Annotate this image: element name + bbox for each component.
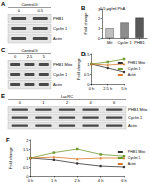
svg-text:4: 4	[89, 100, 92, 105]
svg-text:Cyclin 1: Cyclin 1	[128, 115, 143, 120]
svg-text:PHB1 Mito: PHB1 Mito	[128, 107, 148, 112]
svg-text:6: 6	[113, 100, 116, 105]
svg-text:Actin: Actin	[128, 73, 136, 77]
svg-text:Cyclin 1: Cyclin 1	[117, 40, 132, 45]
svg-text:Control-lt: Control-lt	[21, 2, 38, 7]
svg-text:0: 0	[26, 173, 29, 179]
svg-text:Fold change: Fold change	[8, 146, 13, 169]
svg-text:Mit: Mit	[107, 40, 113, 45]
svg-text:2.5: 2.5	[27, 54, 33, 59]
svg-text:PHB1 Mito: PHB1 Mito	[128, 61, 145, 65]
svg-text:PHB1 Mito: PHB1 Mito	[128, 150, 145, 154]
svg-text:5 h: 5 h	[121, 86, 127, 91]
svg-text:2: 2	[98, 16, 101, 21]
svg-text:PHB1: PHB1	[53, 16, 64, 21]
svg-text:Cyclin 1: Cyclin 1	[128, 67, 141, 71]
svg-text:C: C	[1, 47, 6, 53]
svg-text:Fold change: Fold change	[76, 57, 81, 80]
svg-text:0.5: 0.5	[37, 8, 43, 13]
svg-text:PHB1: PHB1	[134, 40, 145, 45]
svg-text:Actin: Actin	[53, 82, 62, 87]
svg-text:0.5: 0.5	[84, 72, 90, 77]
svg-text:2: 2	[26, 138, 29, 143]
svg-text:B: B	[81, 5, 86, 11]
svg-text:1.5: 1.5	[23, 147, 29, 152]
svg-text:1 h: 1 h	[51, 178, 57, 183]
svg-text:E: E	[1, 93, 5, 99]
svg-text:0.5 μg/ml PhA: 0.5 μg/ml PhA	[100, 6, 126, 11]
svg-text:0 h: 0 h	[28, 178, 34, 183]
svg-text:1: 1	[87, 62, 90, 67]
svg-text:Control-lt: Control-lt	[21, 48, 38, 53]
svg-text:1: 1	[98, 26, 101, 31]
svg-text:0: 0	[14, 54, 17, 59]
svg-text:0.5: 0.5	[23, 165, 29, 170]
svg-text:A: A	[1, 1, 6, 7]
svg-text:0: 0	[87, 81, 90, 87]
svg-text:4 h: 4 h	[98, 178, 104, 183]
svg-text:LucRC: LucRC	[61, 94, 73, 99]
svg-text:Fold change: Fold change	[83, 12, 88, 35]
svg-text:F: F	[6, 137, 10, 143]
svg-text:2 h: 2 h	[74, 178, 80, 183]
svg-text:Actin: Actin	[128, 162, 136, 166]
svg-text:Cyclin 1: Cyclin 1	[53, 72, 68, 77]
svg-text:2: 2	[66, 100, 69, 105]
svg-text:Actin: Actin	[128, 123, 137, 128]
svg-text:0: 0	[18, 8, 21, 13]
svg-text:D: D	[81, 51, 86, 57]
svg-text:6 h: 6 h	[121, 178, 127, 183]
svg-text:Cyclin 1: Cyclin 1	[53, 26, 68, 31]
svg-text:Cyclin 1: Cyclin 1	[128, 156, 141, 160]
svg-text:0: 0	[19, 100, 22, 105]
svg-text:5: 5	[43, 54, 46, 59]
svg-text:0: 0	[98, 36, 101, 41]
svg-text:1: 1	[42, 100, 45, 105]
svg-text:1.5: 1.5	[83, 51, 90, 57]
svg-text:Actin: Actin	[53, 36, 62, 41]
svg-text:0 h: 0 h	[89, 86, 95, 91]
svg-text:1: 1	[26, 156, 29, 161]
svg-text:PHB1 Mito: PHB1 Mito	[53, 62, 73, 67]
svg-text:2.5 h: 2.5 h	[103, 86, 112, 91]
